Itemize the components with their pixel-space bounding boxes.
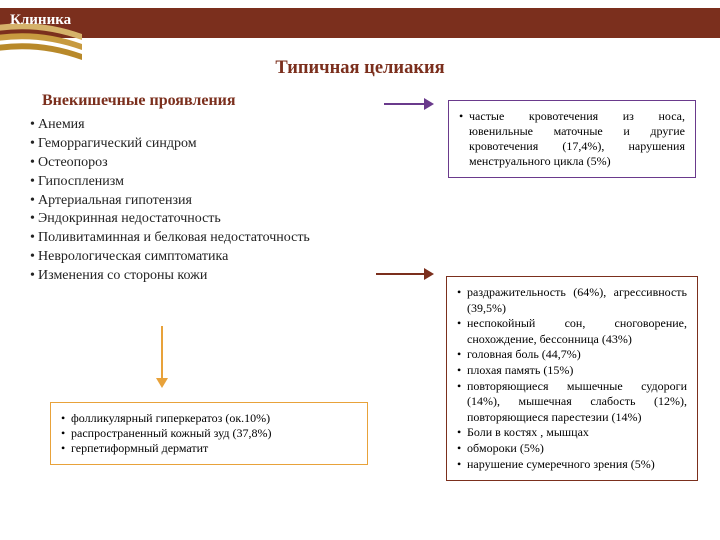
- bullet-item: •Анемия: [30, 116, 310, 135]
- box-item: герпетиформный дерматит: [61, 441, 357, 456]
- box-brown: раздражительность (64%), агрессивность (…: [446, 276, 698, 481]
- bullet-item: •Эндокринная недостаточность: [30, 210, 310, 229]
- header-title: Клиника: [10, 12, 71, 29]
- bullet-text: Гипоспленизм: [38, 174, 124, 189]
- box-item: плохая память (15%): [457, 363, 687, 379]
- bullet-text: Артериальная гипотензия: [38, 193, 192, 208]
- box-orange: фолликулярный гиперкератоз (ок.10%)распр…: [50, 402, 368, 465]
- box-purple: частые кровотечения из носа, ювенильные …: [448, 100, 696, 178]
- bullet-text: Эндокринная недостаточность: [38, 211, 221, 226]
- bullet-item: •Остеопороз: [30, 154, 310, 173]
- bullet-list: •Анемия•Геморрагический синдром•Остеопор…: [30, 116, 310, 286]
- bullet-marker-icon: •: [30, 116, 38, 135]
- box-brown-list: раздражительность (64%), агрессивность (…: [457, 285, 687, 472]
- box-item: повторяющиеся мышечные судороги (14%), м…: [457, 379, 687, 426]
- bullet-item: •Геморрагический синдром: [30, 135, 310, 154]
- bullet-marker-icon: •: [30, 229, 38, 248]
- bullet-marker-icon: •: [30, 192, 38, 211]
- box-orange-list: фолликулярный гиперкератоз (ок.10%)распр…: [61, 411, 357, 456]
- bullet-text: Неврологическая симптоматика: [38, 249, 228, 264]
- bullet-text: Изменения со стороны кожи: [38, 268, 207, 283]
- box-item: фолликулярный гиперкератоз (ок.10%): [61, 411, 357, 426]
- bullet-text: Анемия: [38, 117, 85, 132]
- bullet-marker-icon: •: [30, 135, 38, 154]
- box-item: частые кровотечения из носа, ювенильные …: [459, 109, 685, 169]
- bullet-marker-icon: •: [30, 267, 38, 286]
- main-title: Типичная целиакия: [0, 58, 720, 79]
- bullet-marker-icon: •: [30, 154, 38, 173]
- bullet-item: •Изменения со стороны кожи: [30, 267, 310, 286]
- box-item: распространенный кожный зуд (37,8%): [61, 426, 357, 441]
- header-bg: [0, 8, 720, 38]
- bullet-marker-icon: •: [30, 248, 38, 267]
- bullet-marker-icon: •: [30, 173, 38, 192]
- box-item: нарушение сумеречного зрения (5%): [457, 457, 687, 473]
- box-item: обмороки (5%): [457, 441, 687, 457]
- bullet-item: •Поливитаминная и белковая недостаточнос…: [30, 229, 310, 248]
- box-item: неспокойный сон, сноговорение, снохожден…: [457, 316, 687, 347]
- box-item: раздражительность (64%), агрессивность (…: [457, 285, 687, 316]
- box-item: Боли в костях , мышцах: [457, 425, 687, 441]
- subheading: Внекишечные проявления: [42, 92, 236, 110]
- bullet-marker-icon: •: [30, 210, 38, 229]
- bullet-item: •Гипоспленизм: [30, 173, 310, 192]
- slide: Клиника Типичная целиакия Внекишечные пр…: [0, 0, 720, 540]
- bullet-text: Поливитаминная и белковая недостаточност…: [38, 230, 310, 245]
- bullet-item: •Неврологическая симптоматика: [30, 248, 310, 267]
- bullet-item: •Артериальная гипотензия: [30, 192, 310, 211]
- bullet-text: Геморрагический синдром: [38, 136, 197, 151]
- box-purple-list: частые кровотечения из носа, ювенильные …: [459, 109, 685, 169]
- header-bar: Клиника: [0, 8, 720, 38]
- bullet-text: Остеопороз: [38, 155, 108, 170]
- box-item: головная боль (44,7%): [457, 347, 687, 363]
